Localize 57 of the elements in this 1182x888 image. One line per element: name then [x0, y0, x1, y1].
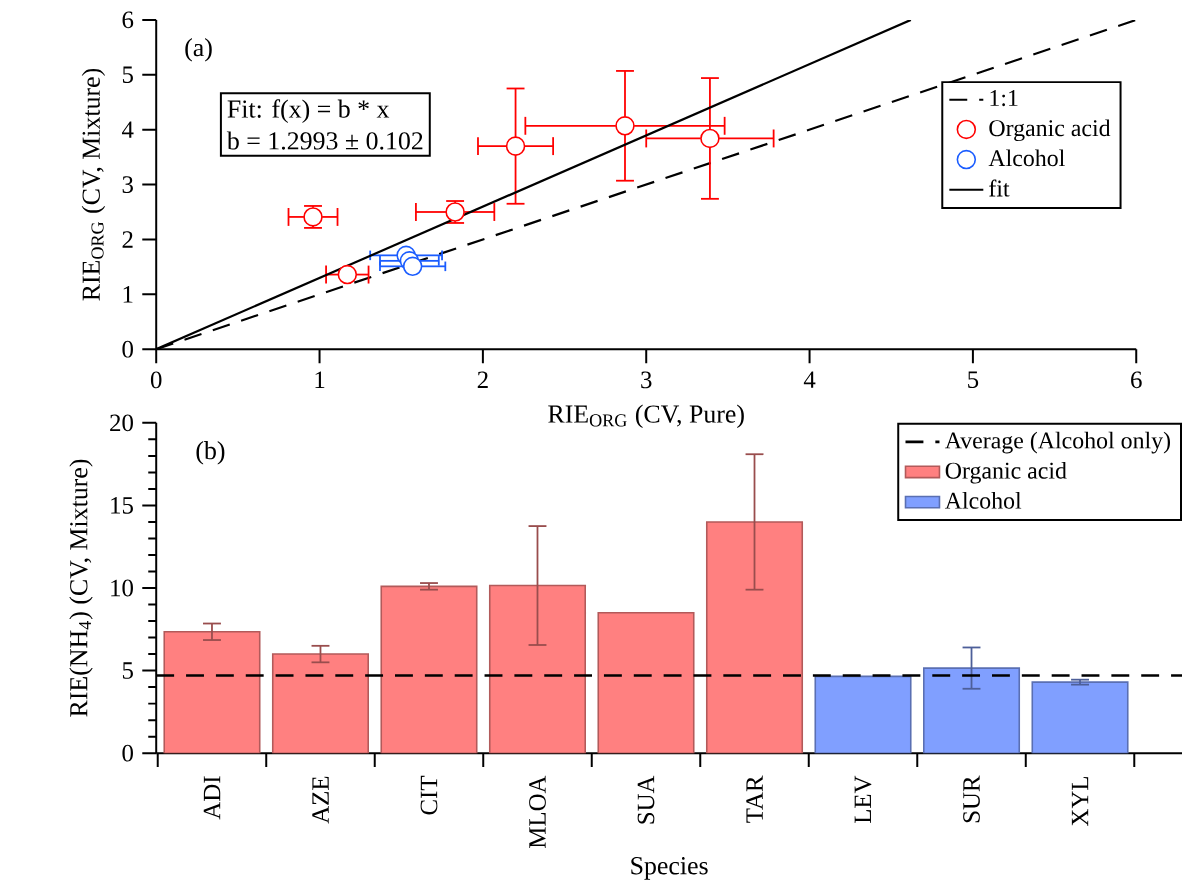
y-tick-label: 1 — [123, 285, 133, 303]
x-tick-label: ADI — [203, 776, 221, 820]
x-tick-label: 3 — [641, 371, 652, 388]
bar — [380, 585, 478, 753]
y-tick-label: 3 — [122, 175, 133, 193]
bar — [705, 520, 804, 753]
y-tick-label: 0 — [122, 744, 133, 762]
bar — [271, 653, 370, 753]
point — [337, 264, 358, 285]
x-tick-label: 0 — [150, 371, 162, 389]
x-tick-label: 2 — [477, 371, 488, 388]
point — [505, 136, 526, 156]
x-tick-label: AZE — [312, 776, 329, 824]
x-tick-label: 1 — [315, 371, 325, 388]
y-tick-label: 4 — [121, 121, 134, 138]
y-tick-label: 10 — [111, 579, 133, 597]
x-axis-title: RIE$_{ORG}$ (CV, Pure) — [548, 404, 744, 428]
x-tick-label: XYL — [1071, 776, 1089, 826]
legend-label: 1:1 — [990, 89, 1018, 106]
legend-label: Average (Alcohol only) — [944, 431, 1171, 454]
bar — [1031, 681, 1129, 753]
point — [615, 115, 635, 136]
bar — [814, 675, 912, 753]
point — [402, 256, 423, 276]
bar — [597, 611, 695, 753]
x-tick-label: MLOA — [529, 775, 546, 848]
x-tick-label: TAR — [746, 775, 763, 823]
y-tick-label: 0 — [122, 340, 133, 358]
legend-label: Alcohol — [988, 149, 1065, 167]
legend-label: Organic acid — [945, 461, 1067, 484]
legend-label: Organic acid — [989, 119, 1111, 141]
y-tick-label: 6 — [122, 11, 134, 29]
annotation: Fit: f(x) = b * x — [227, 99, 390, 123]
y-tick-label: 5 — [122, 66, 133, 83]
legend-label: fit — [989, 179, 1010, 197]
x-tick-label: SUA — [637, 775, 655, 824]
y-tick-label: 20 — [110, 414, 133, 432]
point — [700, 128, 720, 148]
y-tick-label: 15 — [111, 496, 133, 514]
x-tick-label: SUR — [963, 775, 980, 822]
bar — [922, 667, 1021, 753]
y-axis-title: RIE$_{ORG}$ (CV, Mixture) — [81, 68, 106, 301]
annotation: (b) — [196, 440, 225, 465]
x-tick-label: CIT — [420, 775, 438, 815]
bar — [488, 584, 587, 753]
x-tick-label: 5 — [968, 371, 979, 388]
x-axis-title: Species — [631, 856, 708, 880]
y-axis-title: RIE(NH$_{4}$) (CV, Mixture) — [69, 459, 93, 717]
bar — [163, 630, 261, 753]
annotation: (a) — [185, 37, 212, 62]
x-tick-label: 6 — [1131, 371, 1142, 388]
x-tick-label: LEV — [854, 775, 872, 823]
x-tick-label: 4 — [803, 371, 816, 388]
annotation: b = 1.2993 ± 0.102 — [226, 131, 423, 150]
legend-label: Alcohol — [944, 491, 1022, 509]
y-tick-label: 2 — [122, 230, 133, 248]
y-tick-label: 5 — [122, 662, 133, 679]
